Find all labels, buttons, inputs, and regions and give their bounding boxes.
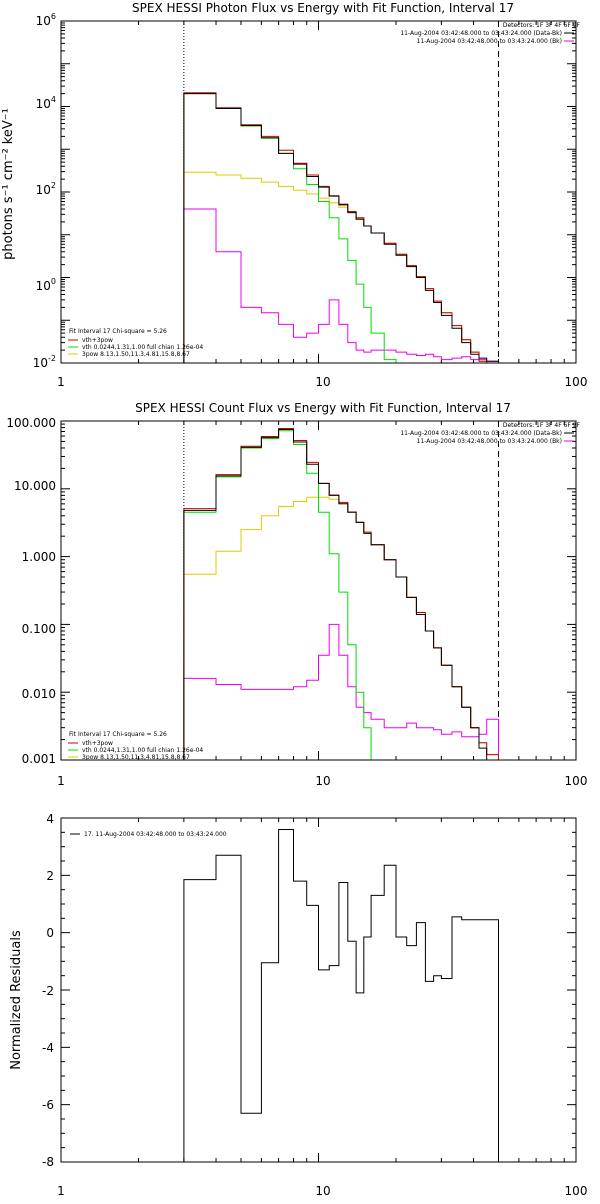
photon-series-data <box>183 93 499 363</box>
photon-y-tick-label: 106 <box>36 12 56 28</box>
residuals-series <box>183 829 499 1162</box>
count-legend-entry: 11-Aug-2004 03:42:48.000 to 03:43:24.000… <box>400 430 562 437</box>
residuals-x-tick-100: 100 <box>565 1184 588 1198</box>
photon-series-3pow <box>183 171 499 364</box>
count-y-tick-label: 100.000 <box>6 416 56 430</box>
residuals-x-tick-1: 1 <box>57 1184 65 1198</box>
photon-legend-entry: vth 0.0244,1.31,1.00 full chian 1.26e-04 <box>82 344 203 351</box>
photon-legend-entry: vth+3pow <box>82 337 113 344</box>
count-x-tick-100: 100 <box>565 774 588 788</box>
photon-y-tick-label: 100 <box>36 277 56 293</box>
count-plot-frame <box>60 420 577 761</box>
count-y-tick-label: 1.000 <box>22 550 56 564</box>
photon-plot-frame <box>60 20 577 364</box>
residuals-y-axis-label: Normalized Residuals <box>9 930 24 1070</box>
count-series-bk-series <box>183 623 499 760</box>
residuals-legend-entry: 17. 11-Aug-2004 03:42:48.000 to 03:43:24… <box>84 831 227 838</box>
photon-x-tick-10: 10 <box>315 375 330 389</box>
count-legend-header: Detectors: 1F 3F 4F 6F 9F <box>503 422 581 429</box>
count-series-data <box>183 429 499 761</box>
photon-chart-title: SPEX HESSI Photon Flux vs Energy with Fi… <box>132 1 514 15</box>
residuals-x-tick-labels: 1 10 100 <box>57 1184 587 1198</box>
photon-legend-header: Fit Interval 17 Chi-square = 5.26 <box>69 328 167 335</box>
photon-x-tick-labels: 1 10 100 <box>57 375 587 389</box>
count-legend-bottom: Fit Interval 17 Chi-square = 5.26 vth+3p… <box>68 731 203 761</box>
residuals-y-tick-label: 0 <box>46 926 54 940</box>
residuals-panel: Normalized Residuals 1 10 100 4 2 0 -2 -… <box>9 812 587 1198</box>
photon-series <box>183 92 499 364</box>
residuals-y-tick-label: -2 <box>42 984 54 998</box>
count-y-tick-label: 0.010 <box>22 687 56 701</box>
photon-y-tick-label: 10-2 <box>33 354 56 370</box>
count-y-tick-label: 10.000 <box>14 479 56 493</box>
count-legend-entry: vth+3pow <box>82 740 113 747</box>
photon-legend-entry: 11-Aug-2004 03:42:48.000 to 03:43:24.000… <box>417 38 562 45</box>
photon-y-tick-label: 102 <box>36 181 56 197</box>
residuals-series-data <box>183 829 499 1162</box>
photon-y-axis-label: photons s⁻¹ cm⁻² keV⁻¹ <box>1 108 16 260</box>
photon-x-tick-1: 1 <box>57 375 65 389</box>
count-y-tick-label: 0.100 <box>22 622 56 636</box>
photon-y-tick-labels: 10-2 100 102 104 106 <box>33 12 56 370</box>
residuals-y-tick-label: 4 <box>46 812 54 826</box>
photon-x-tick-100: 100 <box>565 375 588 389</box>
residuals-x-tick-10: 10 <box>315 1184 330 1198</box>
photon-legend-bottom: Fit Interval 17 Chi-square = 5.26 vth+3p… <box>68 328 203 358</box>
photon-marker-lines <box>183 21 499 363</box>
photon-y-tick-label: 104 <box>36 95 56 111</box>
count-x-tick-labels: 1 10 100 <box>57 774 587 788</box>
count-x-tick-10: 10 <box>315 774 330 788</box>
residuals-plot-frame <box>60 817 577 1163</box>
residuals-y-tick-labels: 4 2 0 -2 -4 -6 -8 <box>42 812 54 1169</box>
count-legend-entry: 3pow 8.13,1.50,11.3,4.81,15.8,8.67 <box>82 754 190 761</box>
photon-legend-header: Detectors: 1F 3F 4F 6F 9F <box>503 22 581 29</box>
count-series-vth-3pow <box>183 428 499 760</box>
residuals-legend: 17. 11-Aug-2004 03:42:48.000 to 03:43:24… <box>70 831 227 838</box>
count-y-tick-labels: 0.001 0.010 0.100 1.000 10.000 100.000 <box>6 416 56 766</box>
count-legend-entry: vth 0.0244,1.31,1.00 full chian 1.26e-04 <box>82 747 203 754</box>
photon-series-vth-3pow <box>183 92 499 364</box>
photon-legend-entry: 3pow 8.13,1.50,11.3,4.81,15.8,8.67 <box>82 351 190 358</box>
count-series-3pow <box>183 496 499 760</box>
photon-series-bk-series <box>183 208 499 363</box>
count-legend-top: Detectors: 1F 3F 4F 6F 9F 11-Aug-2004 03… <box>400 422 580 445</box>
count-series <box>183 428 499 761</box>
count-flux-panel: SPEX HESSI Count Flux vs Energy with Fit… <box>6 401 587 788</box>
count-legend-header: Fit Interval 17 Chi-square = 5.26 <box>69 731 167 738</box>
photon-flux-panel: SPEX HESSI Photon Flux vs Energy with Fi… <box>1 1 587 389</box>
count-series-vth <box>183 430 499 761</box>
count-x-tick-1: 1 <box>57 774 65 788</box>
photon-legend-top: Detectors: 1F 3F 4F 6F 9F 11-Aug-2004 03… <box>400 22 580 45</box>
residuals-y-tick-label: 2 <box>46 869 54 883</box>
count-legend-entry: 11-Aug-2004 03:42:48.000 to 03:43:24.000… <box>417 438 562 445</box>
photon-legend-entry: 11-Aug-2004 03:42:48.000 to 03:43:24.000… <box>400 30 562 37</box>
residuals-y-tick-label: -6 <box>42 1098 54 1112</box>
residuals-y-tick-label: -8 <box>42 1155 54 1169</box>
photon-series-vth <box>183 93 499 364</box>
residuals-y-tick-label: -4 <box>42 1041 54 1055</box>
count-chart-title: SPEX HESSI Count Flux vs Energy with Fit… <box>135 401 511 415</box>
count-y-tick-label: 0.001 <box>22 752 56 766</box>
count-marker-lines <box>183 421 499 760</box>
